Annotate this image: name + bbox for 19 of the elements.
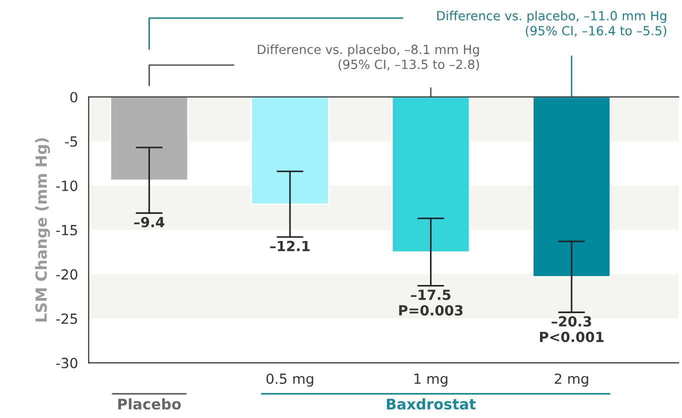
y-tick-label: -20 <box>56 269 78 280</box>
text: Placebo <box>118 398 181 410</box>
y-tick-label: -10 <box>56 180 78 192</box>
x-tick-label: 0.5 mg <box>266 373 314 387</box>
text: Difference vs. placebo, –11.0 mm Hg (95% CI, –16.4 to –5.5) <box>437 10 666 37</box>
x-tick-label: 2 mg <box>554 373 588 387</box>
x-tick-label: 1 mg <box>414 374 448 387</box>
data-label: –17.5 P=0.003 <box>399 290 463 316</box>
y-tick-label: -15 <box>56 225 78 236</box>
y-axis-title: LSM Change (mm Hg) <box>35 138 50 322</box>
text: Baxdrostat <box>386 398 476 410</box>
text: Difference vs. placebo, –8.1 mm Hg (95% CI, –13.5 to –2.8) <box>258 44 479 71</box>
data-label: –9.4 <box>134 216 164 228</box>
y-tick-label: 0 <box>70 92 78 102</box>
y-tick-label: -30 <box>56 358 78 368</box>
data-label: –20.3 P<0.001 <box>540 316 604 342</box>
y-tick-label: -5 <box>65 136 78 147</box>
y-tick-label: -25 <box>56 313 78 324</box>
data-label: –12.1 <box>270 240 310 252</box>
